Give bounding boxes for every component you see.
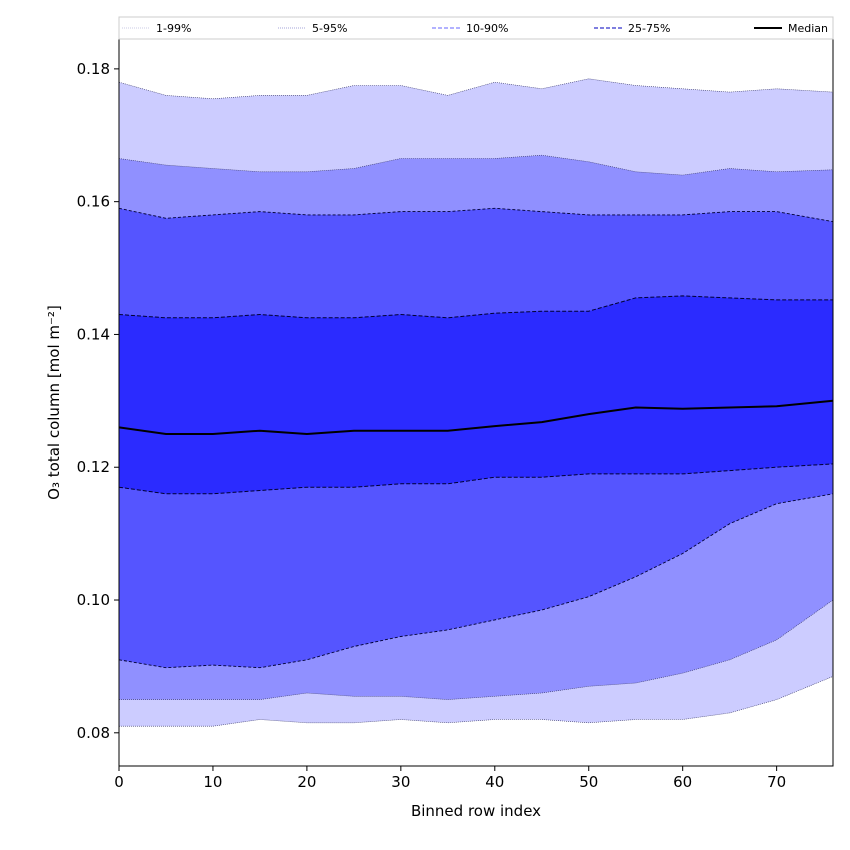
legend: 1-99% 5-95% 10-90% 25-75% Median: [118, 16, 834, 40]
band-area: [119, 295, 833, 494]
x-tick-label: 0: [114, 773, 124, 791]
median-line: [118, 399, 834, 436]
y-tick-label: 0.10: [77, 591, 110, 609]
y-tick-label: 0.16: [77, 193, 110, 211]
x-tick-label: 30: [391, 773, 410, 791]
band-edge-line: [119, 676, 834, 727]
y-tick-label: 0.08: [77, 724, 110, 742]
legend-label: 10-90%: [466, 22, 508, 35]
band-edge-line: [118, 463, 834, 495]
median-layer: [118, 399, 834, 436]
legend-items: 1-99% 5-95% 10-90% 25-75% Median: [122, 22, 828, 35]
y-tick-label: 0.14: [77, 325, 110, 343]
x-tick-label: 50: [579, 773, 598, 791]
x-tick-label: 10: [203, 773, 222, 791]
legend-box: [118, 16, 834, 40]
legend-label: 1-99%: [156, 22, 191, 35]
bands-layer: [118, 78, 834, 727]
x-axis-label: Binned row index: [411, 802, 541, 820]
x-tick-label: 60: [673, 773, 692, 791]
y-tick-label: 0.18: [77, 60, 110, 78]
x-tick-label: 40: [485, 773, 504, 791]
y-axis-ticks: 0.08 0.10 0.12 0.14 0.16 0.18: [77, 60, 119, 742]
band-edge-line: [118, 295, 833, 319]
y-axis-label: O₃ total column [mol m⁻²]: [45, 305, 63, 500]
x-axis-ticks: 0 10 20 30 40 50 60 70: [114, 766, 786, 791]
x-tick-label: 20: [297, 773, 316, 791]
legend-label: Median: [788, 22, 828, 35]
x-tick-label: 70: [767, 773, 786, 791]
band-edge-line: [118, 154, 834, 176]
band-edge-line: [119, 599, 834, 700]
legend-label: 5-95%: [312, 22, 347, 35]
band-edge-line: [118, 493, 834, 669]
y-tick-label: 0.12: [77, 458, 110, 476]
legend-label: 25-75%: [628, 22, 670, 35]
